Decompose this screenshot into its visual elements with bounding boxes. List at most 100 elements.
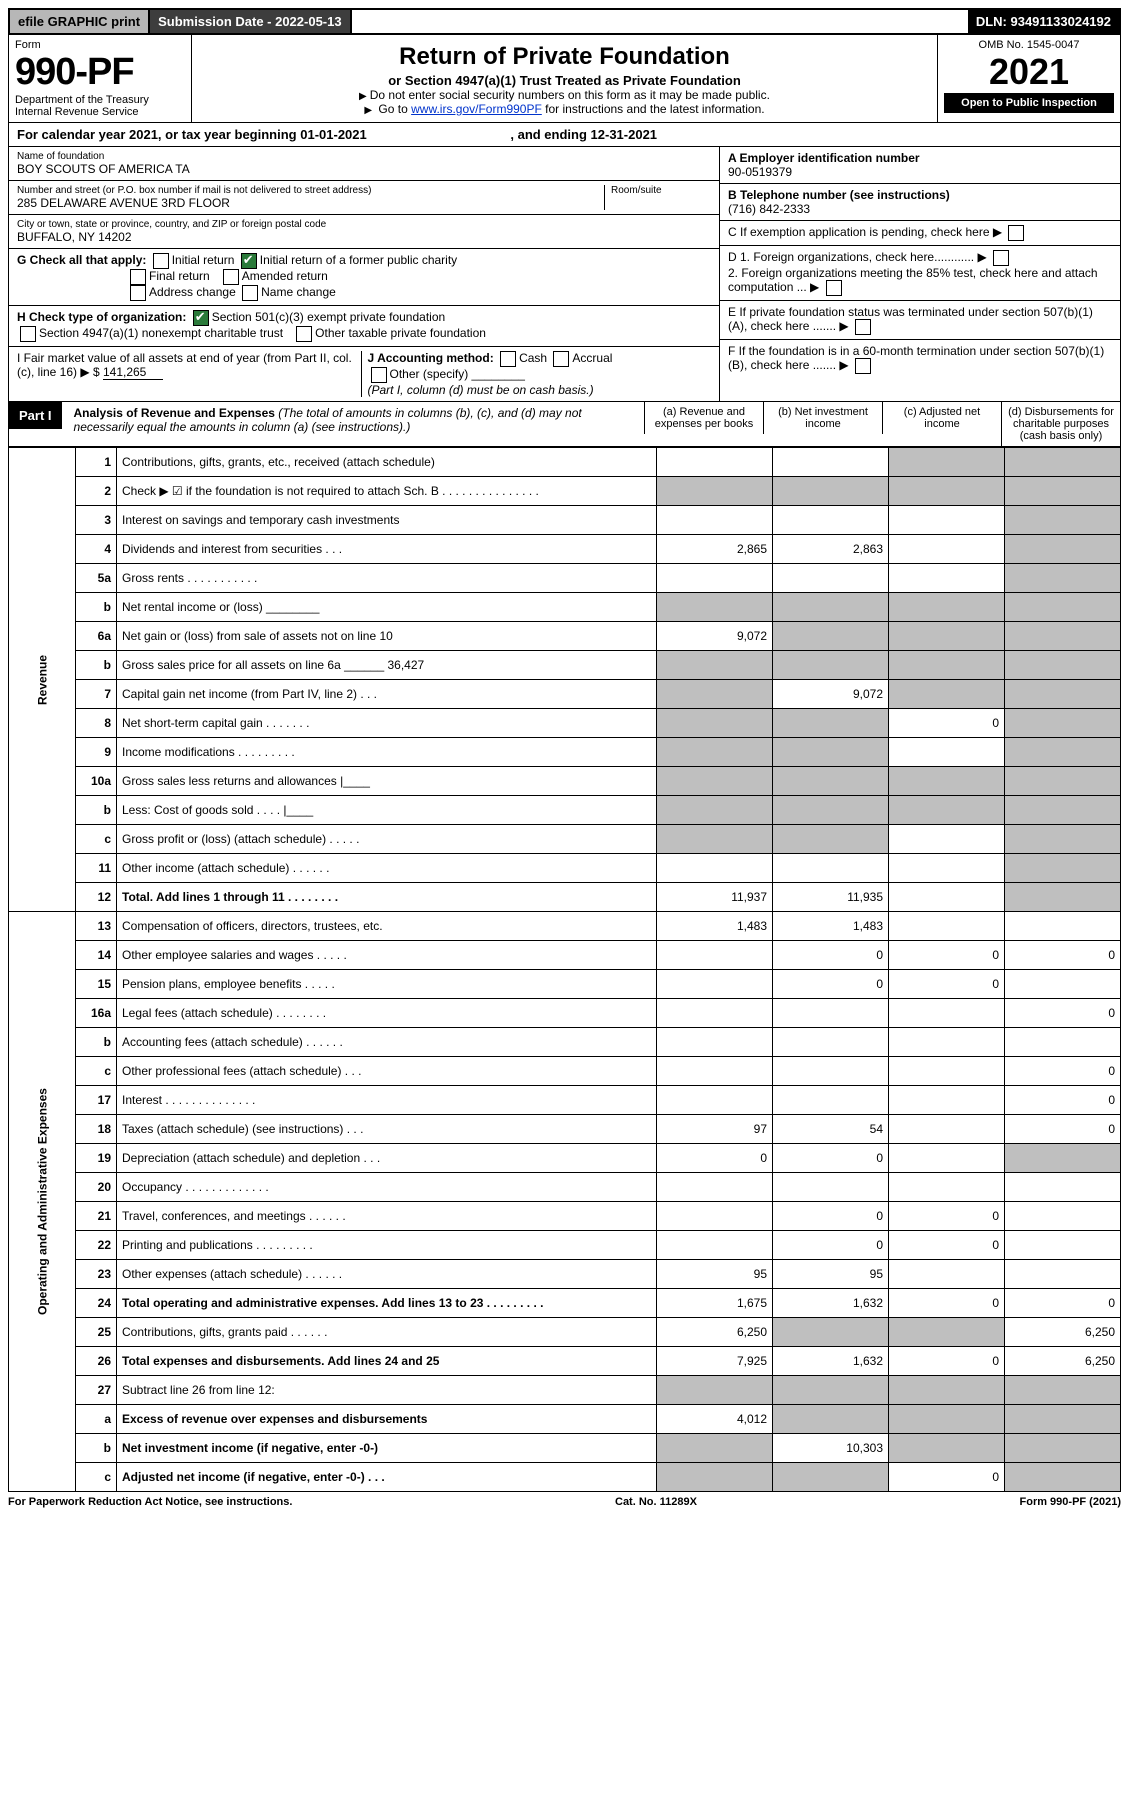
row-desc: Subtract line 26 from line 12:	[117, 1376, 657, 1405]
h-opt1: Section 501(c)(3) exempt private foundat…	[212, 310, 445, 324]
chk-initial-return[interactable]	[153, 253, 169, 269]
table-row: 24Total operating and administrative exp…	[9, 1289, 1121, 1318]
table-cell	[889, 854, 1005, 883]
table-row: 12Total. Add lines 1 through 11 . . . . …	[9, 883, 1121, 912]
table-cell: 11,937	[657, 883, 773, 912]
row-number: b	[76, 651, 117, 680]
chk-d1[interactable]	[993, 250, 1009, 266]
table-cell	[657, 1202, 773, 1231]
chk-other-taxable[interactable]	[296, 326, 312, 342]
chk-e[interactable]	[855, 319, 871, 335]
table-cell: 11,935	[773, 883, 889, 912]
efile-label[interactable]: efile GRAPHIC print	[10, 10, 150, 33]
table-cell	[1005, 738, 1121, 767]
row-desc: Other professional fees (attach schedule…	[117, 1057, 657, 1086]
table-cell	[1005, 883, 1121, 912]
table-row: 9Income modifications . . . . . . . . .	[9, 738, 1121, 767]
chk-501c3[interactable]	[193, 310, 209, 326]
table-cell: 0	[1005, 1115, 1121, 1144]
table-cell: 1,483	[773, 912, 889, 941]
paperwork-notice: For Paperwork Reduction Act Notice, see …	[8, 1496, 292, 1508]
h-label: H Check type of organization:	[17, 310, 186, 324]
table-cell	[1005, 1463, 1121, 1492]
table-cell: 0	[1005, 1086, 1121, 1115]
table-cell	[1005, 1434, 1121, 1463]
table-cell: 0	[889, 1463, 1005, 1492]
row-number: 7	[76, 680, 117, 709]
table-cell	[773, 1028, 889, 1057]
table-row: 8Net short-term capital gain . . . . . .…	[9, 709, 1121, 738]
table-cell	[657, 1434, 773, 1463]
chk-cash[interactable]	[500, 351, 516, 367]
chk-amended[interactable]	[223, 269, 239, 285]
table-cell	[657, 1057, 773, 1086]
table-cell	[773, 1376, 889, 1405]
row-desc: Less: Cost of goods sold . . . . |____	[117, 796, 657, 825]
d1-label: D 1. Foreign organizations, check here..…	[728, 250, 974, 264]
row-number: 22	[76, 1231, 117, 1260]
table-cell	[1005, 854, 1121, 883]
table-cell	[1005, 709, 1121, 738]
row-desc: Depreciation (attach schedule) and deple…	[117, 1144, 657, 1173]
table-cell	[1005, 912, 1121, 941]
table-cell: 0	[1005, 1289, 1121, 1318]
table-cell	[657, 999, 773, 1028]
submission-date: Submission Date - 2022-05-13	[150, 10, 352, 33]
row-desc: Net rental income or (loss) ________	[117, 593, 657, 622]
c-label: C If exemption application is pending, c…	[728, 225, 990, 239]
table-cell	[773, 709, 889, 738]
chk-c[interactable]	[1008, 225, 1024, 241]
table-row: 11Other income (attach schedule) . . . .…	[9, 854, 1121, 883]
table-cell	[889, 1057, 1005, 1086]
table-cell	[1005, 1202, 1121, 1231]
ein-label: A Employer identification number	[728, 151, 920, 165]
table-row: 26Total expenses and disbursements. Add …	[9, 1347, 1121, 1376]
table-cell	[889, 593, 1005, 622]
table-row: 25Contributions, gifts, grants paid . . …	[9, 1318, 1121, 1347]
cal-mid: , and ending	[510, 127, 590, 142]
row-number: 10a	[76, 767, 117, 796]
table-cell	[773, 564, 889, 593]
row-number: 14	[76, 941, 117, 970]
table-cell: 0	[773, 1144, 889, 1173]
table-cell	[889, 1318, 1005, 1347]
table-row: Revenue1Contributions, gifts, grants, et…	[9, 448, 1121, 477]
chk-final-return[interactable]	[130, 269, 146, 285]
chk-4947[interactable]	[20, 326, 36, 342]
row-number: c	[76, 1057, 117, 1086]
table-cell: 1,483	[657, 912, 773, 941]
table-cell	[773, 825, 889, 854]
table-cell	[657, 1463, 773, 1492]
chk-d2[interactable]	[826, 280, 842, 296]
table-cell	[889, 1115, 1005, 1144]
row-desc: Interest on savings and temporary cash i…	[117, 506, 657, 535]
instructions-link[interactable]: www.irs.gov/Form990PF	[411, 102, 542, 116]
table-cell	[657, 593, 773, 622]
chk-name-change[interactable]	[242, 285, 258, 301]
chk-address-change[interactable]	[130, 285, 146, 301]
opt-former: Initial return of a former public charit…	[260, 253, 457, 267]
chk-other-acct[interactable]	[371, 367, 387, 383]
chk-accrual[interactable]	[553, 351, 569, 367]
part1-title: Analysis of Revenue and Expenses	[74, 406, 275, 420]
row-number: 8	[76, 709, 117, 738]
table-cell	[889, 1260, 1005, 1289]
section-side-label: Revenue	[9, 448, 76, 912]
chk-f[interactable]	[855, 358, 871, 374]
table-cell: 0	[1005, 999, 1121, 1028]
e-label: E If private foundation status was termi…	[728, 305, 1093, 333]
table-cell	[1005, 767, 1121, 796]
table-cell: 0	[889, 941, 1005, 970]
table-cell	[773, 1057, 889, 1086]
row-number: b	[76, 796, 117, 825]
chk-initial-former[interactable]	[241, 253, 257, 269]
table-row: cGross profit or (loss) (attach schedule…	[9, 825, 1121, 854]
address-label: Number and street (or P.O. box number if…	[17, 185, 604, 196]
table-cell	[773, 1405, 889, 1434]
address: 285 DELAWARE AVENUE 3RD FLOOR	[17, 196, 604, 210]
table-cell	[1005, 448, 1121, 477]
table-row: 5aGross rents . . . . . . . . . . .	[9, 564, 1121, 593]
form-title: Return of Private Foundation	[198, 43, 931, 71]
j-note: (Part I, column (d) must be on cash basi…	[368, 383, 594, 397]
h-opt2: Section 4947(a)(1) nonexempt charitable …	[39, 326, 283, 340]
